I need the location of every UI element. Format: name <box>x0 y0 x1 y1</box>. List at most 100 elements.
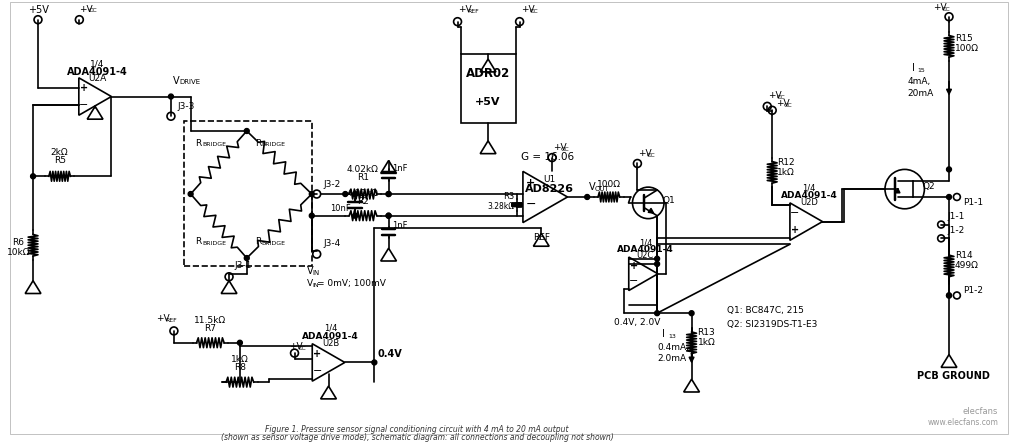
Text: 0.4V, 2.0V: 0.4V, 2.0V <box>614 318 661 327</box>
Circle shape <box>947 194 952 199</box>
Text: −: − <box>790 208 799 218</box>
Circle shape <box>386 213 392 218</box>
Circle shape <box>585 194 590 199</box>
Text: V: V <box>307 266 313 276</box>
Text: 499Ω: 499Ω <box>955 261 978 270</box>
Text: +V: +V <box>157 314 170 323</box>
Text: REF: REF <box>165 318 177 323</box>
Text: J3-3: J3-3 <box>178 102 195 111</box>
Text: 0.4V: 0.4V <box>377 349 402 358</box>
Text: G = 16.06: G = 16.06 <box>521 152 574 162</box>
Text: J1-1: J1-1 <box>947 212 964 221</box>
Text: U2C: U2C <box>637 251 654 260</box>
Bar <box>184 121 312 266</box>
Text: IN: IN <box>313 270 320 276</box>
Text: +: + <box>630 261 638 271</box>
Circle shape <box>386 191 392 197</box>
Text: R3: R3 <box>502 192 514 201</box>
Circle shape <box>655 261 660 266</box>
Text: +: + <box>791 225 799 235</box>
Circle shape <box>188 191 193 197</box>
Text: BRIDGE: BRIDGE <box>202 241 227 246</box>
Text: −: − <box>79 100 88 110</box>
Text: 100Ω: 100Ω <box>597 180 620 189</box>
Text: 1nF: 1nF <box>393 222 408 230</box>
Text: 1/4: 1/4 <box>323 324 338 333</box>
Text: 13: 13 <box>668 334 676 339</box>
Text: 11.5kΩ: 11.5kΩ <box>194 316 227 325</box>
Text: U1: U1 <box>543 175 555 184</box>
Text: www.elecfans.com: www.elecfans.com <box>928 419 999 427</box>
Text: BRIDGE: BRIDGE <box>261 241 286 246</box>
Text: CC: CC <box>530 9 538 14</box>
Circle shape <box>343 191 348 197</box>
Text: 10kΩ: 10kΩ <box>6 248 31 257</box>
Text: P1-1: P1-1 <box>963 198 982 207</box>
Text: elecfans: elecfans <box>963 407 999 416</box>
Circle shape <box>386 213 392 218</box>
Text: 0.4mA,: 0.4mA, <box>657 342 689 352</box>
Text: DRIVE: DRIVE <box>180 79 201 85</box>
Text: (shown as sensor voltage drive mode), schematic diagram: all connections and dec: (shown as sensor voltage drive mode), sc… <box>221 433 613 443</box>
Text: U2D: U2D <box>800 198 818 207</box>
Text: +V: +V <box>459 5 472 14</box>
Text: +: + <box>313 349 321 359</box>
Text: R2: R2 <box>357 197 369 206</box>
Text: Q2: SI2319DS-T1-E3: Q2: SI2319DS-T1-E3 <box>727 320 818 329</box>
Text: R: R <box>254 139 261 148</box>
Circle shape <box>169 94 174 99</box>
Circle shape <box>372 360 377 365</box>
Circle shape <box>31 174 36 179</box>
Circle shape <box>237 340 242 345</box>
Text: 4.02kΩ: 4.02kΩ <box>347 165 379 175</box>
Text: U2B: U2B <box>321 339 339 348</box>
Text: J3-1: J3-1 <box>235 261 252 270</box>
Text: +V: +V <box>79 5 93 14</box>
Text: +V: +V <box>768 92 782 101</box>
Text: +V: +V <box>776 99 790 109</box>
Text: 1kΩ: 1kΩ <box>777 168 795 177</box>
Circle shape <box>386 191 392 197</box>
Text: V: V <box>307 279 313 288</box>
Text: 4mA,: 4mA, <box>907 77 931 85</box>
Circle shape <box>655 256 660 261</box>
Text: CC: CC <box>776 96 785 101</box>
Text: +: + <box>526 178 535 188</box>
Text: R6: R6 <box>12 238 24 247</box>
Bar <box>461 54 516 123</box>
Text: R: R <box>254 237 261 246</box>
Text: J1-2: J1-2 <box>947 226 964 235</box>
Text: IN: IN <box>313 283 319 288</box>
Text: V: V <box>589 182 596 192</box>
Text: Q1: Q1 <box>662 196 675 205</box>
Text: 1nF: 1nF <box>393 164 408 173</box>
Text: R5: R5 <box>54 155 66 164</box>
Text: 4.02kΩ: 4.02kΩ <box>347 189 379 198</box>
Text: 10nF: 10nF <box>331 204 351 213</box>
Text: ADA4091-4: ADA4091-4 <box>781 191 838 200</box>
Text: 15: 15 <box>917 68 925 73</box>
Text: +V: +V <box>553 143 566 152</box>
Circle shape <box>947 293 952 298</box>
Text: CC: CC <box>941 7 950 12</box>
Text: CC: CC <box>297 346 306 351</box>
Text: 20mA: 20mA <box>907 89 934 97</box>
Circle shape <box>309 191 314 197</box>
Circle shape <box>353 191 358 197</box>
Text: −: − <box>629 276 639 286</box>
Text: R14: R14 <box>955 251 972 260</box>
Circle shape <box>309 213 314 218</box>
Circle shape <box>655 311 660 316</box>
Text: +: + <box>79 83 87 93</box>
Text: PCB GROUND: PCB GROUND <box>917 371 991 381</box>
Circle shape <box>244 128 249 133</box>
Text: 1/4: 1/4 <box>89 59 105 69</box>
Text: R12: R12 <box>777 159 794 167</box>
Text: CC: CC <box>88 8 97 13</box>
Text: BRIDGE: BRIDGE <box>261 142 286 147</box>
Text: 2.0mA: 2.0mA <box>657 354 686 363</box>
Text: 100Ω: 100Ω <box>955 44 979 53</box>
Text: −: − <box>312 366 321 376</box>
Text: REF: REF <box>468 9 479 14</box>
Text: 1/4: 1/4 <box>639 238 652 247</box>
